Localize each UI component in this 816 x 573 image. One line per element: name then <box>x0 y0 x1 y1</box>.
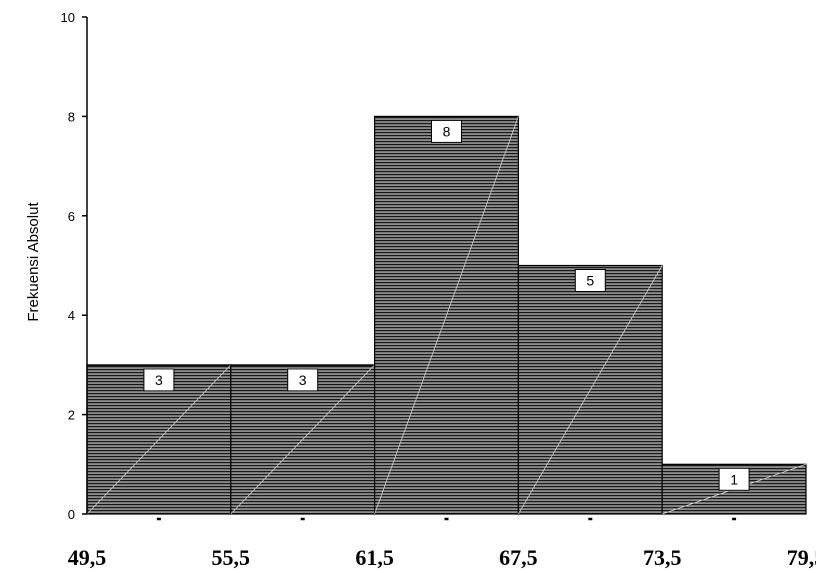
data-label-box <box>574 269 606 292</box>
x-tick-label: 61,5 <box>355 545 394 570</box>
y-tick-label: 2 <box>68 408 75 423</box>
x-tick-label: 49,5 <box>68 545 107 570</box>
data-label: 1 <box>730 471 738 487</box>
bar-diagonal-line <box>374 116 519 515</box>
data-label: 3 <box>155 372 163 388</box>
y-axis-title: Frekuensi Absolut <box>25 202 42 322</box>
x-tick-label: 55,5 <box>212 545 251 570</box>
axes: 0 2 4 6 8 10 49,5 55,5 61,5 67,5 73,5 79,5 <box>61 10 816 570</box>
y-tick-label: 0 <box>68 507 75 522</box>
data-label-box <box>143 368 175 392</box>
data-label: 5 <box>586 273 594 289</box>
x-tick-label: 73,5 <box>643 545 682 570</box>
y-tick-label: 8 <box>68 109 75 124</box>
y-tick-label: 6 <box>68 209 75 224</box>
data-label: 8 <box>443 123 451 139</box>
y-tick-label: 4 <box>68 308 75 323</box>
data-label-box <box>718 467 750 491</box>
bar-diagonal-line <box>230 364 375 515</box>
x-tick-label: 79,5 <box>787 545 816 570</box>
data-label: 3 <box>299 372 307 388</box>
bars <box>86 115 807 515</box>
labels: 3 3 8 5 1 <box>143 119 750 491</box>
bar-diagonal-line <box>86 364 232 515</box>
bar-diagonal-line <box>518 265 663 515</box>
data-label-box <box>287 368 319 392</box>
data-label-box <box>431 119 462 143</box>
histogram-bar-group <box>374 115 520 515</box>
y-tick-label: 10 <box>61 10 75 25</box>
x-tick-label: 67,5 <box>499 545 538 570</box>
histogram-bar-group <box>517 264 663 515</box>
